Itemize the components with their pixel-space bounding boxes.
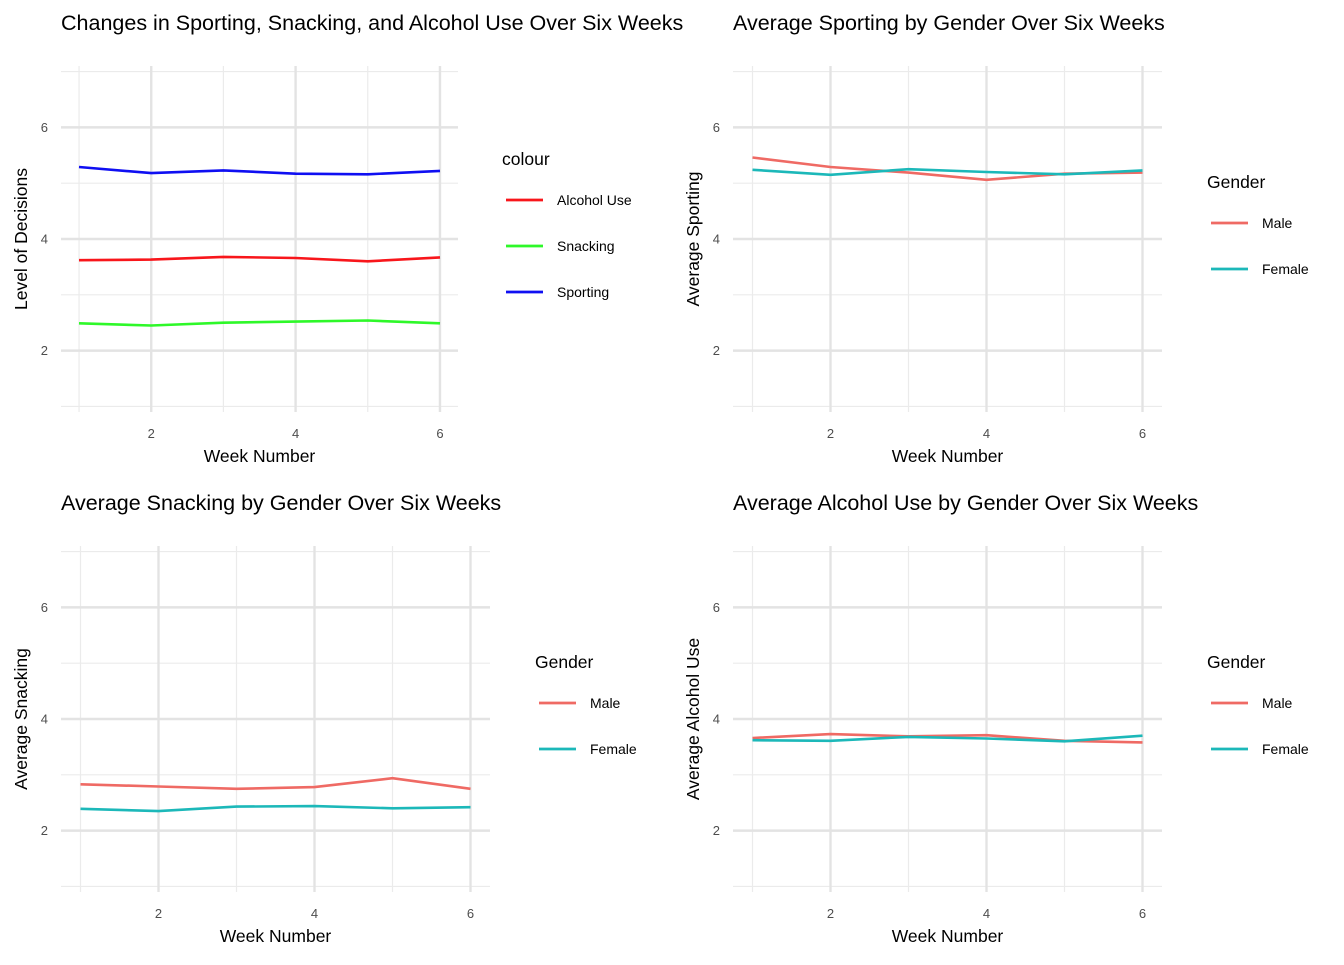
chart-title: Average Alcohol Use by Gender Over Six W… — [733, 491, 1198, 515]
legend-label: Female — [1262, 261, 1309, 277]
x-axis-label: Week Number — [220, 926, 332, 946]
chart-panel-1: 2 4 6 2 4 6 Changes in Sporting, Snacking, and… — [11, 11, 683, 466]
tick-labels: 2 4 6 2 4 6 — [713, 120, 1146, 441]
series-lines — [78, 165, 441, 327]
x-tick-label: 6 — [1139, 906, 1146, 921]
x-axis-label: Week Number — [892, 926, 1004, 946]
y-tick-label: 2 — [41, 823, 48, 838]
series-line-sporting — [78, 165, 441, 176]
legend-title: Gender — [1207, 652, 1266, 672]
legend-title: Gender — [535, 652, 594, 672]
x-axis-label: Week Number — [204, 446, 316, 466]
series-line-snacking — [78, 319, 441, 327]
chart-panel-3: 2 4 6 2 4 6 Average Snacking by Gender Over Si… — [11, 491, 637, 946]
y-tick-label: 6 — [41, 120, 48, 135]
y-tick-label: 2 — [713, 823, 720, 838]
series-lines — [752, 156, 1143, 182]
x-tick-label: 6 — [467, 906, 474, 921]
y-tick-label: 4 — [41, 232, 48, 247]
legend: Gender Male Female — [535, 652, 637, 757]
series-lines — [80, 776, 471, 813]
x-tick-label: 2 — [155, 906, 162, 921]
series-lines — [752, 732, 1143, 744]
y-tick-label: 4 — [713, 232, 720, 247]
grid-lines — [733, 66, 1162, 412]
x-tick-label: 4 — [311, 906, 318, 921]
x-tick-label: 4 — [292, 426, 299, 441]
legend-label: Male — [1262, 215, 1293, 231]
x-tick-label: 2 — [827, 426, 834, 441]
y-axis-label: Average Alcohol Use — [683, 638, 703, 800]
legend-label: Male — [1262, 695, 1293, 711]
chart-title: Average Snacking by Gender Over Six Week… — [61, 491, 501, 515]
y-tick-label: 4 — [41, 712, 48, 727]
grid-lines — [733, 546, 1162, 892]
x-tick-label: 2 — [148, 426, 155, 441]
y-tick-label: 6 — [713, 600, 720, 615]
series-line-female — [752, 167, 1143, 177]
series-line-female — [752, 734, 1143, 743]
y-tick-label: 2 — [713, 343, 720, 358]
x-axis-label: Week Number — [892, 446, 1004, 466]
legend-label: Snacking — [557, 238, 615, 254]
legend-label: Female — [1262, 741, 1309, 757]
tick-labels: 2 4 6 2 4 6 — [41, 120, 444, 441]
chart-panel-2: 2 4 6 2 4 6 Average Sporting by Gender Over Si… — [683, 11, 1309, 466]
legend-label: Sporting — [557, 284, 609, 300]
tick-labels: 2 4 6 2 4 6 — [713, 600, 1146, 921]
legend-label: Alcohol Use — [557, 192, 632, 208]
x-tick-label: 2 — [827, 906, 834, 921]
legend: Gender Male Female — [1207, 652, 1309, 757]
grid-lines — [61, 546, 490, 892]
legend-title: colour — [502, 149, 550, 169]
y-tick-label: 6 — [713, 120, 720, 135]
y-tick-label: 2 — [41, 343, 48, 358]
chart-title: Average Sporting by Gender Over Six Week… — [733, 11, 1165, 35]
legend-title: Gender — [1207, 172, 1266, 192]
legend: Gender Male Female — [1207, 172, 1309, 277]
series-line-female — [80, 804, 471, 813]
legend-label: Male — [590, 695, 621, 711]
grid-lines — [61, 66, 458, 412]
x-tick-label: 6 — [436, 426, 443, 441]
legend: colour Alcohol Use Snacking Sporting — [502, 149, 632, 300]
series-line-male — [752, 156, 1143, 182]
y-axis-label: Average Snacking — [11, 648, 31, 790]
legend-label: Female — [590, 741, 637, 757]
x-tick-label: 4 — [983, 906, 990, 921]
tick-labels: 2 4 6 2 4 6 — [41, 600, 474, 921]
y-axis-label: Level of Decisions — [11, 168, 31, 310]
series-line-male — [80, 776, 471, 791]
y-axis-label: Average Sporting — [683, 172, 703, 307]
series-line-alcohol-use — [78, 255, 441, 263]
chart-title: Changes in Sporting, Snacking, and Alcoh… — [61, 11, 683, 35]
y-tick-label: 4 — [713, 712, 720, 727]
y-tick-label: 6 — [41, 600, 48, 615]
x-tick-label: 4 — [983, 426, 990, 441]
x-tick-label: 6 — [1139, 426, 1146, 441]
chart-panel-4: 2 4 6 2 4 6 Average Alcohol Use by Gender Over… — [683, 491, 1309, 946]
